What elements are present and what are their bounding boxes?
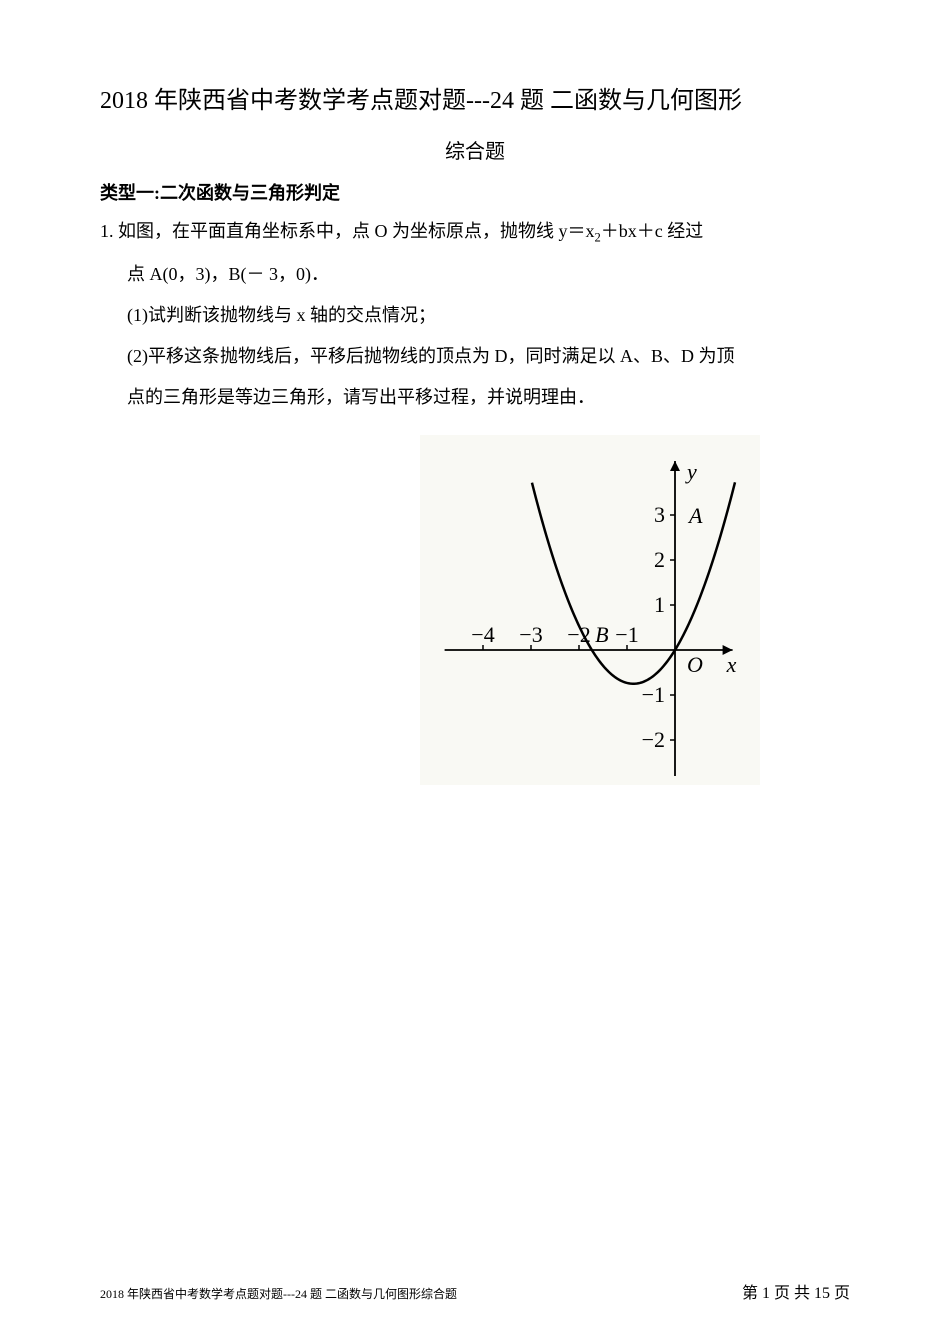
svg-text:−3: −3 — [519, 622, 542, 647]
page-footer: 2018 年陕西省中考数学考点题对题---24 题 二函数与几何图形综合题 第 … — [100, 1279, 850, 1303]
svg-text:y: y — [685, 459, 697, 484]
svg-text:2: 2 — [654, 547, 665, 572]
svg-text:−1: −1 — [615, 622, 638, 647]
footer-left-text: 2018 年陕西省中考数学考点题对题---24 题 二函数与几何图形综合题 — [100, 1285, 457, 1302]
svg-text:−1: −1 — [642, 682, 665, 707]
svg-text:O: O — [687, 652, 703, 677]
problem-intro: 1. 如图，在平面直角坐标系中，点 O 为坐标原点，抛物线 y＝x2＋bx＋c … — [100, 213, 850, 251]
problem-intro-tail: ＋bx＋c 经过 — [601, 221, 704, 241]
svg-text:−2: −2 — [642, 727, 665, 752]
problem-q1: (1)试判断该抛物线与 x 轴的交点情况； — [100, 297, 850, 333]
problem-q2-line1: (2)平移这条抛物线后，平移后抛物线的顶点为 D，同时满足以 A、B、D 为顶 — [100, 338, 850, 374]
problem-intro-text: 1. 如图，在平面直角坐标系中，点 O 为坐标原点，抛物线 y＝x — [100, 221, 595, 241]
section-header: 类型一:二次函数与三角形判定 — [100, 179, 850, 205]
parabola-figure: −4 −3 −2 −1 1 2 3 −1 −2 Oy x A B — [420, 435, 760, 785]
document-title: 2018 年陕西省中考数学考点题对题---24 题 二函数与几何图形 — [100, 80, 850, 115]
svg-text:A: A — [687, 503, 703, 528]
svg-text:−4: −4 — [471, 622, 494, 647]
problem-q2-line2: 点的三角形是等边三角形，请写出平移过程，并说明理由． — [100, 379, 850, 415]
document-subtitle: 综合题 — [100, 135, 850, 164]
parabola-svg: −4 −3 −2 −1 1 2 3 −1 −2 Oy x A B — [420, 435, 760, 785]
svg-text:1: 1 — [654, 592, 665, 617]
svg-text:−2: −2 — [567, 622, 590, 647]
problem-points: 点 A(0，3)，B(－ 3，0)． — [100, 256, 850, 292]
svg-text:3: 3 — [654, 502, 665, 527]
svg-text:x: x — [726, 652, 737, 677]
footer-right-text: 第 1 页 共 15 页 — [742, 1279, 850, 1303]
svg-text:B: B — [595, 622, 608, 647]
